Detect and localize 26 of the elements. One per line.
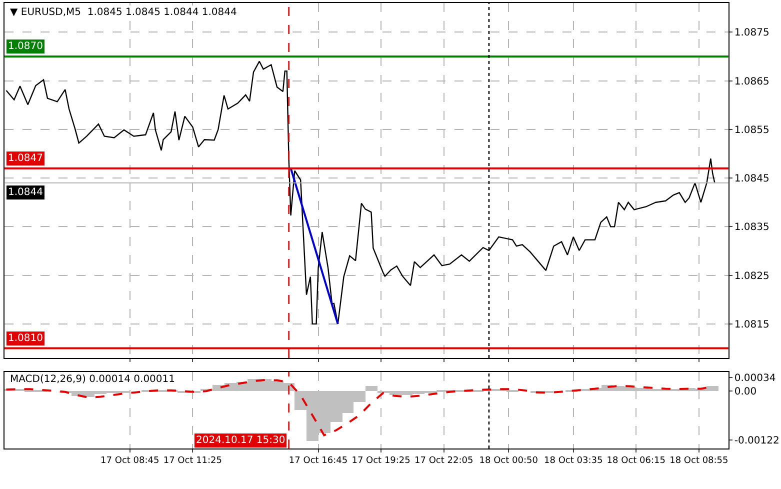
chart-title: MACD(12,26,9) 0.00014 0.00011 — [10, 374, 176, 385]
x-tick-label: 17 Oct 08:45 — [100, 456, 160, 466]
y-tick-label: 1.0825 — [734, 270, 770, 282]
chart-title: ▼ EURUSD,M5 1.0845 1.0845 1.0844 1.0844 — [10, 7, 237, 18]
ref-line-label: 1.0847 — [8, 153, 43, 164]
x-tick-label: 18 Oct 08:55 — [670, 456, 728, 466]
x-tick-label: 18 Oct 03:35 — [544, 456, 603, 466]
y-tick-label: 1.0875 — [734, 28, 770, 39]
x-tick-label: 17 Oct 11:25 — [163, 456, 222, 466]
ref-line-label: 1.0870 — [8, 41, 43, 52]
ref-line-label: 1.0810 — [8, 333, 43, 344]
y-tick-label: 1.0865 — [734, 76, 770, 88]
x-tick-label: 17 Oct 19:25 — [352, 456, 410, 466]
y-tick-label: 1.0845 — [734, 174, 770, 185]
y-tick-label: 0.00034 — [734, 372, 776, 384]
x-tick-label: 18 Oct 06:15 — [606, 456, 666, 466]
x-tick-label: 18 Oct 00:50 — [479, 456, 538, 466]
y-tick-label: 1.0835 — [734, 222, 770, 234]
x-tick-label: 17 Oct 22:05 — [414, 456, 474, 466]
y-tick-label: -0.00122 — [734, 436, 780, 447]
y-tick-label: 1.0855 — [734, 124, 770, 136]
y-tick-label: 0.00 — [734, 386, 757, 398]
ref-line-label: 2024.10.17 15:30 — [196, 435, 286, 446]
y-tick-label: 1.0815 — [734, 319, 770, 330]
x-tick-label: 17 Oct 16:45 — [288, 456, 348, 466]
ref-line-label: 1.0844 — [8, 187, 43, 198]
